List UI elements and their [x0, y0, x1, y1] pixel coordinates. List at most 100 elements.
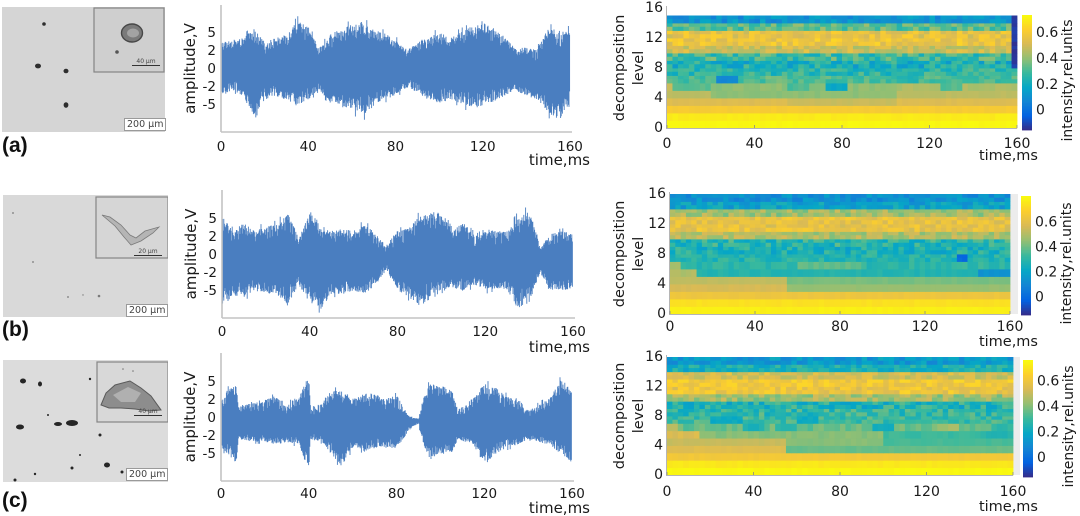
heatmap-cell	[699, 79, 706, 84]
heatmap-cell	[877, 235, 883, 240]
heatmap-cell	[942, 404, 949, 410]
y-tick-label: 4	[654, 90, 663, 106]
heatmap-cell	[869, 26, 876, 31]
micrograph-a: 40 µm 200 µm	[2, 7, 167, 132]
heatmap-cell	[850, 364, 857, 369]
heatmap-cell	[737, 357, 744, 362]
heatmap-cell	[999, 254, 1006, 259]
colorbar-segment	[1021, 248, 1031, 250]
heatmap-cell	[929, 105, 936, 114]
heatmap-cell	[958, 423, 965, 432]
heatmap-cell	[785, 357, 792, 362]
heatmap-cell	[984, 79, 991, 84]
heatmap-cell	[809, 45, 816, 50]
heatmap-cell	[872, 467, 879, 476]
colorbar-segment	[1021, 306, 1031, 308]
heatmap-cell	[667, 416, 673, 421]
heatmap-cell	[874, 15, 881, 20]
heatmap-cell	[670, 227, 676, 232]
heatmap-cell	[758, 382, 765, 387]
heatmap-cell	[907, 60, 914, 65]
heatmap-cell	[934, 113, 941, 121]
heatmap-cell	[715, 390, 722, 395]
heatmap-cell	[759, 30, 766, 35]
heatmap-cell	[863, 45, 870, 50]
heatmap-cell	[727, 56, 734, 61]
heatmap-cell	[885, 53, 892, 58]
heatmap-cell	[1006, 41, 1012, 46]
heatmap-cell	[836, 41, 843, 46]
heatmap-cell	[808, 212, 814, 217]
heatmap-cell	[753, 386, 760, 391]
heatmap-cell	[785, 467, 792, 476]
heatmap-cell	[802, 419, 808, 424]
heatmap-cell	[989, 56, 996, 61]
heatmap-cell	[967, 71, 974, 76]
heatmap-cell	[803, 38, 810, 43]
heatmap-cell	[797, 242, 804, 247]
heatmap-cell	[677, 364, 684, 369]
heatmap-cell	[887, 291, 894, 300]
heatmap-cell	[1000, 113, 1007, 121]
heatmap-cell	[872, 375, 879, 380]
heatmap-cell	[765, 246, 772, 251]
heatmap-cell	[877, 212, 883, 217]
heatmap-cell	[918, 71, 925, 76]
heatmap-cell	[812, 368, 819, 373]
heatmap-cell	[909, 257, 915, 262]
heatmap-cell	[814, 60, 821, 65]
heatmap-cell	[776, 34, 783, 39]
heatmap-cell	[683, 467, 690, 476]
heatmap-cell	[847, 60, 854, 65]
heatmap-cell	[694, 357, 700, 362]
heatmap-cell	[807, 419, 814, 424]
heatmap-cell	[765, 45, 772, 50]
heatmap-cell	[888, 401, 895, 406]
heatmap-cell	[755, 216, 761, 221]
heatmap-cell	[913, 90, 919, 99]
heatmap-cell	[858, 26, 865, 31]
heatmap-cell	[670, 284, 676, 292]
heatmap-cell	[988, 235, 995, 240]
heatmap-cell	[882, 212, 889, 217]
waveform-trace	[221, 16, 571, 120]
heatmap-cell	[914, 220, 921, 225]
heatmap-cell	[677, 38, 684, 43]
heatmap-cell	[769, 445, 776, 454]
heatmap-cell	[712, 276, 719, 285]
heatmap-cell	[902, 90, 909, 99]
heatmap-cell	[694, 412, 700, 417]
heatmap-cell	[818, 368, 825, 373]
heatmap-cell	[929, 64, 936, 69]
heatmap-cell	[983, 216, 990, 221]
heatmap-cell	[785, 408, 792, 413]
heatmap-cell	[705, 83, 712, 91]
colorbar-segment	[1022, 62, 1032, 65]
x-tick-label: 120	[916, 136, 943, 152]
heatmap-cell	[946, 291, 952, 300]
heatmap-cell	[1000, 98, 1007, 106]
heatmap-cell	[831, 64, 837, 69]
heatmap-cell	[996, 416, 1003, 421]
heatmap-cell	[869, 53, 876, 58]
heatmap-cell	[834, 257, 841, 262]
y-tick-label: 2	[208, 229, 217, 245]
heatmap-cell	[742, 375, 749, 380]
heatmap-cell	[758, 386, 765, 391]
heatmap-cell	[909, 242, 915, 247]
heatmap-cell	[809, 41, 816, 46]
heatmap-cell	[840, 379, 846, 384]
heatmap-cell	[785, 368, 792, 373]
heatmap-cell	[710, 375, 717, 380]
heatmap-cell	[786, 276, 793, 285]
heatmap-cell	[812, 416, 819, 421]
heatmap-cell	[796, 467, 803, 476]
heatmap-cell	[743, 75, 750, 80]
micrograph-c: 40 µm 200 µm	[3, 360, 169, 482]
heatmap-cell	[888, 382, 895, 387]
heatmap-cell	[945, 53, 952, 58]
heatmap-cell	[731, 364, 738, 369]
heatmap-cell	[710, 68, 717, 73]
heatmap-cell	[694, 416, 700, 421]
